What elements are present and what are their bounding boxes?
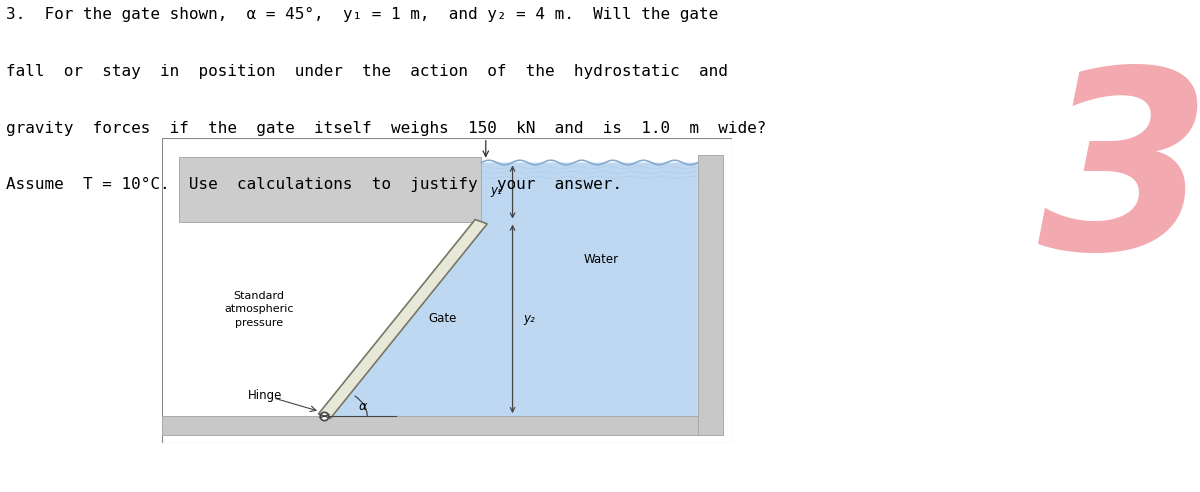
Text: α: α bbox=[359, 400, 367, 413]
Polygon shape bbox=[698, 155, 724, 435]
Text: y₁: y₁ bbox=[491, 184, 503, 197]
Text: fall  or  stay  in  position  under  the  action  of  the  hydrostatic  and: fall or stay in position under the actio… bbox=[6, 64, 728, 79]
Text: 3.  For the gate shown,  α = 45°,  y₁ = 1 m,  and y₂ = 4 m.  Will the gate: 3. For the gate shown, α = 45°, y₁ = 1 m… bbox=[6, 7, 719, 23]
Text: Water: Water bbox=[583, 253, 618, 266]
Text: y₂: y₂ bbox=[523, 312, 534, 325]
Polygon shape bbox=[179, 157, 481, 221]
Text: Standard
atmospheric
pressure: Standard atmospheric pressure bbox=[224, 291, 294, 328]
Text: Hinge: Hinge bbox=[247, 389, 282, 401]
Text: Assume  T = 10°C.  Use  calculations  to  justify  your  answer.: Assume T = 10°C. Use calculations to jus… bbox=[6, 177, 622, 192]
Text: 3: 3 bbox=[1038, 59, 1200, 301]
Polygon shape bbox=[318, 219, 487, 418]
Text: Gate: Gate bbox=[428, 312, 457, 325]
Polygon shape bbox=[162, 416, 724, 435]
Text: gravity  forces  if  the  gate  itself  weighs  150  kN  and  is  1.0  m  wide?: gravity forces if the gate itself weighs… bbox=[6, 121, 767, 135]
Polygon shape bbox=[324, 162, 698, 416]
